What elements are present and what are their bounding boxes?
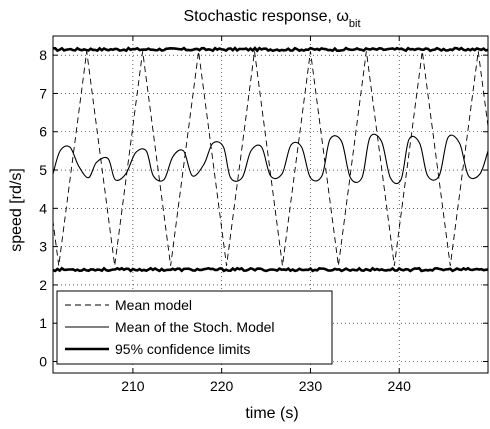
y-tick-label: 5 [39, 162, 47, 178]
y-tick-label: 1 [39, 315, 47, 331]
series-confidence-lower-line [53, 266, 488, 273]
y-tick-label: 8 [39, 47, 47, 63]
y-tick-label: 4 [39, 200, 47, 216]
x-tick-label: 210 [121, 378, 145, 394]
legend-label: Mean of the Stoch. Model [115, 319, 275, 335]
x-tick-label: 220 [210, 378, 234, 394]
y-tick-label: 7 [39, 85, 47, 101]
y-tick-label: 6 [39, 124, 47, 140]
y-tick-label: 3 [39, 239, 47, 255]
legend-label: 95% confidence limits [115, 341, 250, 357]
x-axis-title: time (s) [245, 405, 298, 422]
series-stoch-mean-line [53, 133, 488, 185]
chart-title-main: Stochastic response, ω [183, 8, 348, 25]
x-tick-label: 240 [388, 378, 412, 394]
plot-area: 210 220 230 240 0 1 2 3 4 5 6 7 8 Mean model Mean of t… [39, 35, 489, 394]
x-tick-label: 230 [299, 378, 323, 394]
chart-title: Stochastic response, ωbit [183, 8, 360, 30]
y-tick-label: 0 [39, 354, 47, 370]
y-axis-title: speed [rd/s] [8, 168, 25, 252]
plot-frame [52, 35, 489, 374]
series-confidence-upper-line [53, 46, 488, 53]
legend: Mean model Mean of the Stoch. Model 95% co… [56, 290, 333, 365]
series-mean-model-line [53, 51, 488, 266]
y-tick-label: 2 [39, 277, 47, 293]
legend-label: Mean model [115, 297, 192, 313]
series-group [53, 46, 488, 273]
chart-title-subscript: bit [349, 18, 361, 30]
